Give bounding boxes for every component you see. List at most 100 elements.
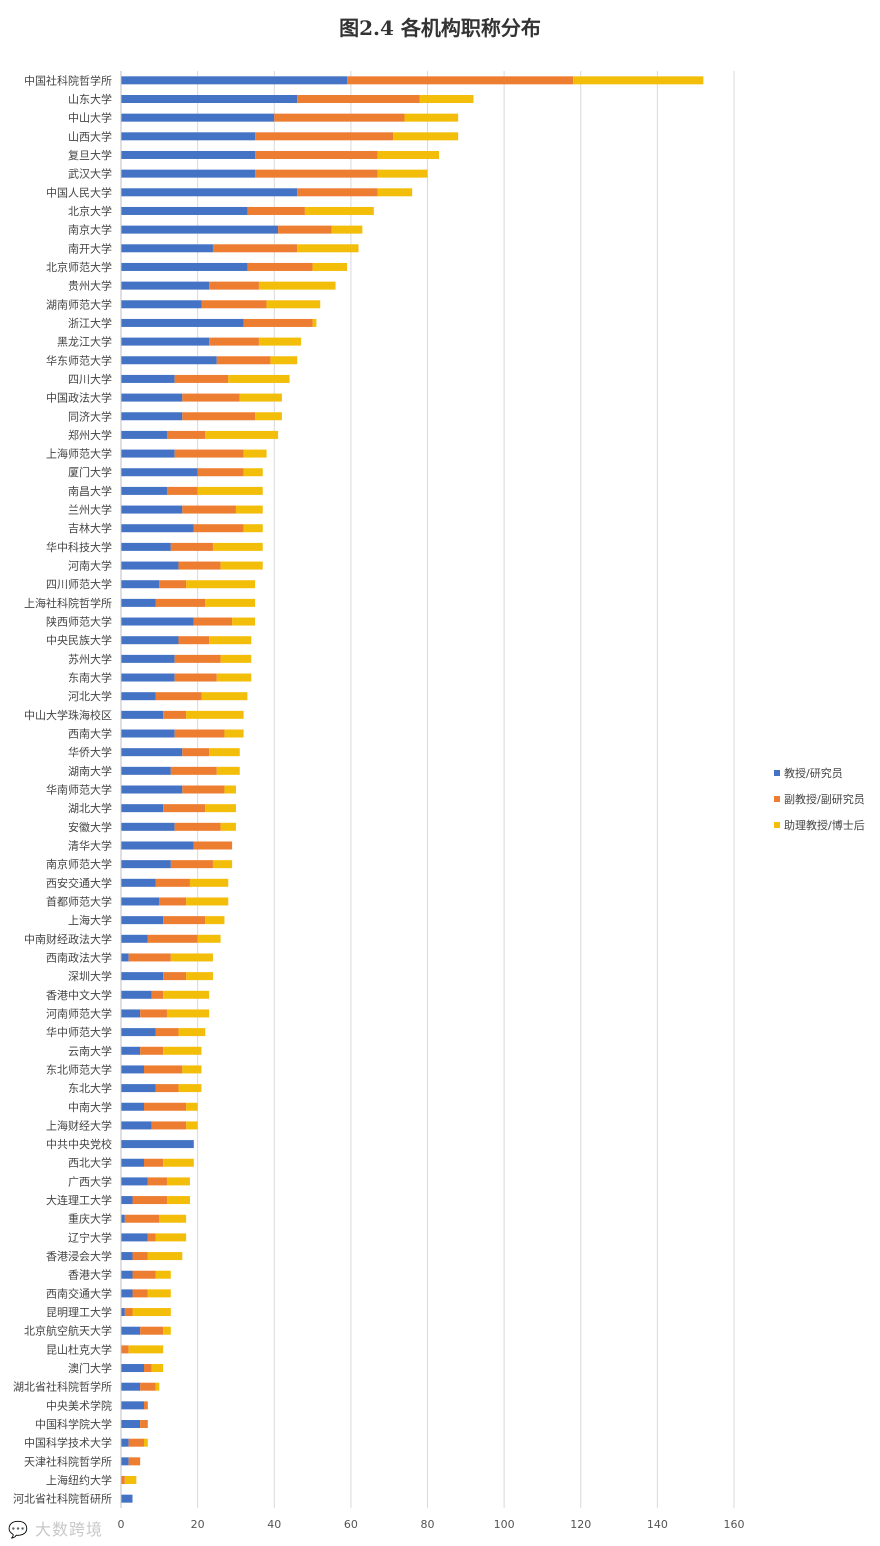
bar-segment-series-2 <box>216 673 252 682</box>
bar-segment-series-1 <box>132 1289 148 1298</box>
bar-segment-series-0 <box>121 1270 133 1279</box>
category-label: 大连理工大学 <box>46 1193 112 1207</box>
bar-segment-series-2 <box>186 580 256 589</box>
category-label: 辽宁大学 <box>68 1230 112 1244</box>
bar-segment-series-0 <box>121 1214 125 1223</box>
x-tick-label-0: 0 <box>118 1518 125 1531</box>
category-label: 北京大学 <box>68 204 112 218</box>
x-tick-label-40: 40 <box>267 1518 281 1531</box>
legend-swatch-professor <box>774 770 780 776</box>
bar-segment-series-2 <box>232 617 256 626</box>
bar-segment-series-2 <box>205 430 279 439</box>
bar-segment-series-2 <box>228 374 290 383</box>
category-label: 中共中央党校 <box>46 1137 112 1151</box>
category-label: 贵州大学 <box>68 279 112 293</box>
category-label: 华东师范大学 <box>46 353 112 367</box>
category-label: 华中师范大学 <box>46 1025 112 1039</box>
bar-segment-series-0 <box>121 1382 141 1391</box>
bar-segment-series-0 <box>121 1457 129 1466</box>
bar-segment-series-2 <box>189 878 229 887</box>
bar-segment-series-1 <box>170 766 217 775</box>
bar-segment-series-0 <box>121 132 256 141</box>
category-label: 华侨大学 <box>68 745 112 759</box>
bar-segment-series-0 <box>121 524 194 533</box>
bar-segment-series-0 <box>121 617 194 626</box>
bar-segment-series-0 <box>121 262 248 271</box>
category-label: 南开大学 <box>68 241 112 255</box>
bar-segment-series-0 <box>121 505 183 514</box>
bar-segment-series-1 <box>132 1196 167 1205</box>
bar-segment-series-1 <box>155 692 202 701</box>
category-label: 中央民族大学 <box>46 633 112 647</box>
bar-segment-series-2 <box>155 1382 160 1391</box>
bar-segment-series-1 <box>255 132 394 141</box>
bar-segment-series-0 <box>121 897 160 906</box>
bar-segment-series-2 <box>377 188 413 197</box>
bar-segment-series-1 <box>166 430 206 439</box>
bar-segment-series-0 <box>121 244 213 253</box>
bar-segment-series-0 <box>121 113 275 122</box>
category-label: 香港中文大学 <box>46 988 112 1002</box>
bar-segment-series-1 <box>143 1102 187 1111</box>
legend-item-professor: 教授/研究员 <box>774 760 865 786</box>
category-label: 中国科学技术大学 <box>24 1436 112 1450</box>
bar-segment-series-0 <box>121 1121 152 1130</box>
bar-segment-series-0 <box>121 766 171 775</box>
bar-segment-series-1 <box>140 1420 148 1429</box>
bar-segment-series-2 <box>166 1009 210 1018</box>
bar-segment-series-2 <box>163 990 210 999</box>
x-tick-label-20: 20 <box>191 1518 205 1531</box>
bar-segment-series-0 <box>121 1494 133 1503</box>
bar-segment-series-0 <box>121 710 164 719</box>
bar-segment-series-0 <box>121 1084 156 1093</box>
category-label: 云南大学 <box>68 1044 112 1058</box>
bar-segment-series-0 <box>121 188 298 197</box>
category-label: 中国科学院大学 <box>35 1417 112 1431</box>
category-label: 武汉大学 <box>68 167 112 181</box>
bar-segment-series-1 <box>174 654 221 663</box>
category-label: 陕西师范大学 <box>46 615 112 629</box>
x-tick-label-60: 60 <box>344 1518 358 1531</box>
category-label: 中南财经政法大学 <box>24 932 112 946</box>
category-label: 澳门大学 <box>68 1361 112 1375</box>
bar-segment-series-1 <box>163 804 206 813</box>
bar-segment-series-0 <box>121 1009 141 1018</box>
bar-segment-series-0 <box>121 150 256 159</box>
bar-segment-series-0 <box>121 561 179 570</box>
category-label: 南昌大学 <box>68 484 112 498</box>
bar-segment-series-2 <box>224 785 236 794</box>
bar-segment-series-1 <box>247 206 305 215</box>
bar-segment-series-1 <box>140 1326 164 1335</box>
bar-segment-series-2 <box>419 94 474 103</box>
bar-segment-series-1 <box>274 113 405 122</box>
bar-segment-series-1 <box>197 468 244 477</box>
bar-segment-series-1 <box>174 822 221 831</box>
legend-swatch-assistant <box>774 822 780 828</box>
bar-segment-series-2 <box>178 1084 202 1093</box>
category-label: 北京师范大学 <box>46 260 112 274</box>
bar-segment-series-0 <box>121 281 210 290</box>
legend-item-associate: 副教授/副研究员 <box>774 786 865 812</box>
bar-segment-series-0 <box>121 1289 133 1298</box>
category-label: 山东大学 <box>68 92 112 106</box>
bar-segment-series-0 <box>121 1420 141 1429</box>
category-label: 西南大学 <box>68 727 112 741</box>
bar-segment-series-0 <box>121 1364 144 1373</box>
bar-segment-series-0 <box>121 94 298 103</box>
bar-segment-series-2 <box>186 897 229 906</box>
bar-segment-series-2 <box>297 244 359 253</box>
x-tick-label-140: 140 <box>647 1518 668 1531</box>
bar-segment-series-2 <box>147 1289 171 1298</box>
bar-segment-series-1 <box>255 169 378 178</box>
bar-segment-series-2 <box>166 1196 190 1205</box>
category-label: 河北省社科院哲研所 <box>13 1492 112 1506</box>
bar-segment-series-0 <box>121 1196 133 1205</box>
bar-segment-series-1 <box>147 1233 156 1242</box>
category-label: 厦门大学 <box>68 465 112 479</box>
bar-segment-series-0 <box>121 878 156 887</box>
category-label: 昆山杜克大学 <box>46 1342 112 1356</box>
bar-segment-series-2 <box>220 561 263 570</box>
bar-segment-series-1 <box>140 1009 167 1018</box>
bar-segment-series-1 <box>151 990 164 999</box>
